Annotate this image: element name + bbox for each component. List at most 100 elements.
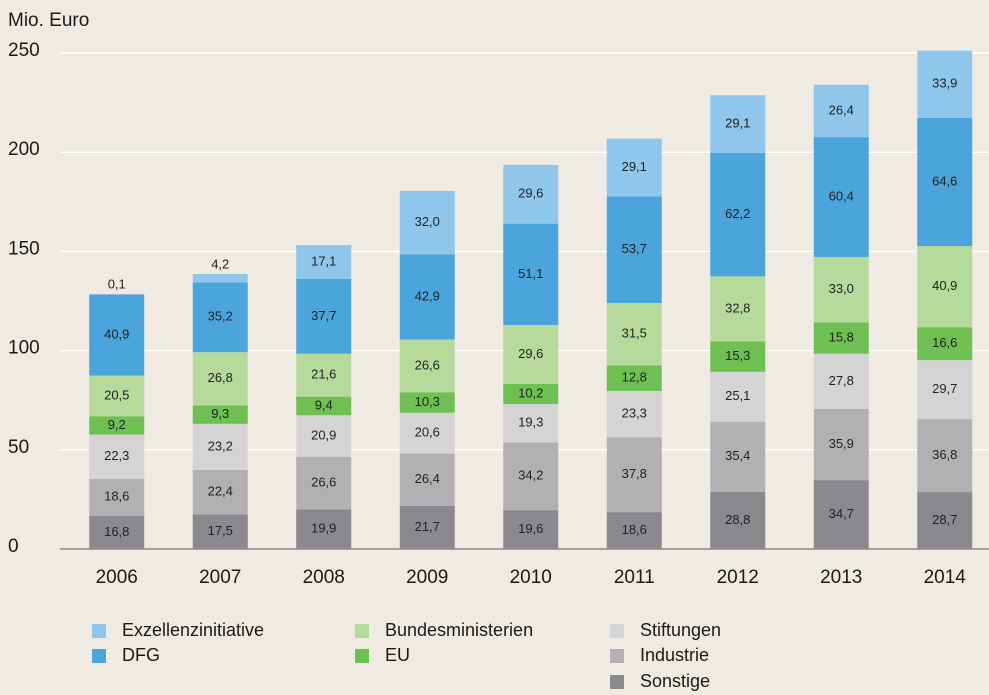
value-label: 19,9 xyxy=(311,521,336,536)
value-label: 26,8 xyxy=(208,370,233,385)
legend-swatch xyxy=(92,624,106,638)
bar-segment xyxy=(813,256,869,323)
x-tick-label: 2013 xyxy=(820,567,862,588)
bar-segment xyxy=(89,478,145,516)
bar-segment xyxy=(710,491,766,549)
bar-segment xyxy=(192,274,248,283)
value-label: 22,3 xyxy=(104,448,129,463)
bar-segment xyxy=(296,415,352,457)
value-label: 9,3 xyxy=(211,406,229,421)
bar-segment xyxy=(917,117,973,247)
value-label: 33,0 xyxy=(829,281,854,296)
bar-segment xyxy=(89,416,145,435)
value-label: 17,5 xyxy=(208,523,233,538)
value-label: 34,7 xyxy=(829,506,854,521)
bar-segment xyxy=(192,514,248,549)
value-label: 16,8 xyxy=(104,524,129,539)
value-label: 26,6 xyxy=(311,475,336,490)
bar-segment xyxy=(296,456,352,510)
value-label: 62,2 xyxy=(725,206,750,221)
value-label: 64,6 xyxy=(932,173,957,188)
bar-segment xyxy=(917,492,973,549)
x-tick-label: 2006 xyxy=(96,567,138,588)
legend-label: EU xyxy=(385,645,410,665)
value-label: 29,6 xyxy=(518,346,543,361)
x-tick-label: 2012 xyxy=(717,567,759,588)
x-tick-label: 2014 xyxy=(924,567,967,588)
bar-segment xyxy=(710,341,766,372)
bar-segment xyxy=(89,434,145,479)
bar-segment xyxy=(917,419,973,493)
value-label: 21,7 xyxy=(415,519,440,534)
bar-segment xyxy=(813,322,869,354)
value-label: 4,2 xyxy=(211,256,229,271)
bar-segment xyxy=(296,245,352,279)
bar-segment xyxy=(813,84,869,138)
value-label: 31,5 xyxy=(622,326,647,341)
value-label: 12,8 xyxy=(622,370,647,385)
value-label: 15,3 xyxy=(725,348,750,363)
value-label: 35,4 xyxy=(725,448,750,463)
bar-segment xyxy=(503,403,559,443)
bar-segment xyxy=(813,353,869,409)
bar-segment xyxy=(813,137,869,257)
x-tick-label: 2010 xyxy=(510,567,552,588)
x-tick-label: 2011 xyxy=(614,567,655,588)
legend-swatch xyxy=(610,624,624,638)
value-label: 27,8 xyxy=(829,373,854,388)
bar-segment xyxy=(917,50,973,118)
value-label: 34,2 xyxy=(518,468,543,483)
x-tick-label: 2007 xyxy=(199,567,241,588)
bar-segment xyxy=(606,437,662,513)
bar-segment xyxy=(503,223,559,326)
legend-label: Industrie xyxy=(640,645,709,665)
value-label: 10,2 xyxy=(518,385,543,400)
legend-swatch xyxy=(610,649,624,663)
bar-segment xyxy=(192,352,248,406)
value-label: 20,9 xyxy=(311,427,336,442)
legend-label: Stiftungen xyxy=(640,620,721,640)
value-label: 29,7 xyxy=(932,381,957,396)
value-label: 37,8 xyxy=(622,466,647,481)
value-label: 35,2 xyxy=(208,309,233,324)
value-label: 10,3 xyxy=(415,394,440,409)
bar-segment xyxy=(606,138,662,197)
legend-label: Exzellenzinitiative xyxy=(122,620,264,640)
bar-segment xyxy=(606,196,662,303)
bar-segment xyxy=(710,421,766,492)
bar-segment xyxy=(296,509,352,549)
bar-segment xyxy=(296,278,352,354)
y-tick-label: 100 xyxy=(8,338,40,359)
value-label: 29,6 xyxy=(518,186,543,201)
bar-segment xyxy=(503,442,559,511)
value-label: 16,6 xyxy=(932,335,957,350)
bar-segment xyxy=(192,282,248,353)
bar-segment xyxy=(192,423,248,470)
legend-label: Bundesministerien xyxy=(385,620,533,640)
bar-segment xyxy=(399,339,455,393)
value-label: 22,4 xyxy=(208,483,233,498)
y-tick-label: 150 xyxy=(8,238,40,259)
bar-segment xyxy=(710,152,766,277)
value-label: 29,1 xyxy=(622,159,647,174)
value-label: 9,4 xyxy=(315,397,333,412)
value-label: 20,6 xyxy=(415,425,440,440)
bar-segment xyxy=(710,276,766,342)
bar-segment xyxy=(813,480,869,549)
legend-label: DFG xyxy=(122,645,160,665)
legend-swatch xyxy=(355,624,369,638)
legend-swatch xyxy=(610,675,624,689)
value-label: 18,6 xyxy=(104,489,129,504)
bar-segment xyxy=(399,392,455,413)
value-label: 53,7 xyxy=(622,241,647,256)
value-label: 36,8 xyxy=(932,447,957,462)
bar-segment xyxy=(296,396,352,416)
bar-segment xyxy=(503,325,559,384)
bar-segment xyxy=(192,405,248,424)
value-label: 28,7 xyxy=(932,512,957,527)
bar-segment xyxy=(606,365,662,391)
bar-segment xyxy=(296,353,352,397)
value-label: 26,4 xyxy=(415,471,440,486)
bar-segment xyxy=(89,515,145,549)
